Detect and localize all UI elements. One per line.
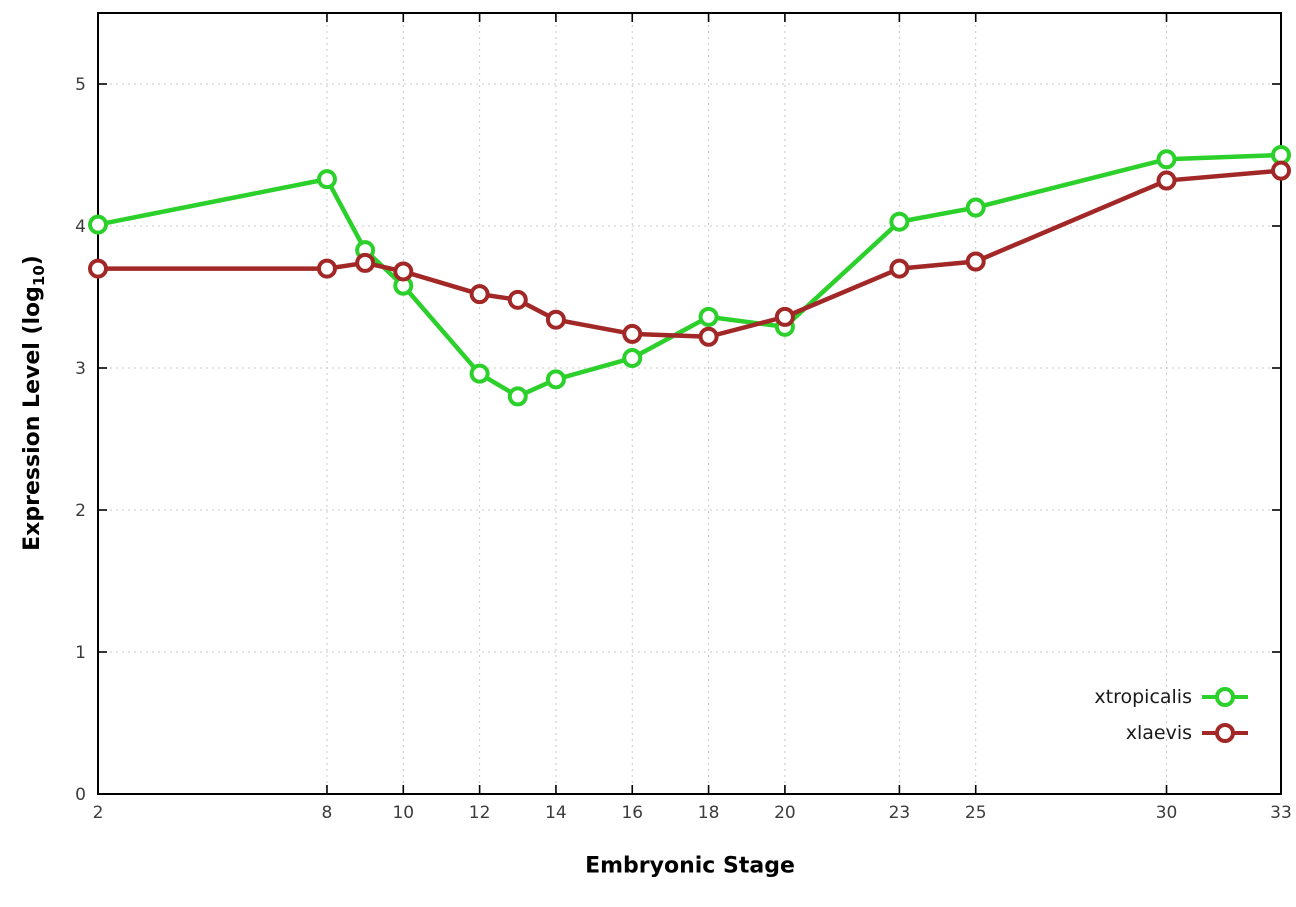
svg-text:0: 0 [75, 785, 86, 805]
svg-text:4: 4 [75, 217, 86, 237]
svg-text:18: 18 [698, 803, 720, 823]
y-axis-label-end: ) [19, 255, 45, 266]
svg-text:30: 30 [1156, 803, 1178, 823]
legend-item-xlaevis: xlaevis [1126, 722, 1248, 744]
svg-text:14: 14 [545, 803, 567, 823]
x-axis-label: Embryonic Stage [585, 853, 795, 879]
legend-label-xlaevis: xlaevis [1125, 722, 1192, 744]
svg-text:16: 16 [621, 803, 643, 823]
legend-label-xtropicalis: xtropicalis [1094, 686, 1192, 708]
y-axis-label: Expression Level (log10) [20, 255, 48, 551]
legend-marker-xtropicalis-icon [1202, 687, 1248, 707]
legend-marker-xlaevis-icon [1202, 723, 1248, 743]
svg-text:23: 23 [889, 803, 911, 823]
svg-text:33: 33 [1270, 803, 1292, 823]
svg-text:1: 1 [75, 643, 86, 663]
svg-text:2: 2 [75, 501, 86, 521]
svg-text:3: 3 [75, 359, 86, 379]
svg-text:25: 25 [965, 803, 987, 823]
svg-text:2: 2 [93, 803, 104, 823]
svg-text:12: 12 [469, 803, 491, 823]
svg-text:10: 10 [392, 803, 414, 823]
y-axis-label-main: Expression Level (log [19, 286, 45, 551]
y-axis-label-subscript: 10 [30, 265, 49, 287]
svg-text:5: 5 [75, 75, 86, 95]
svg-text:8: 8 [322, 803, 333, 823]
legend: xtropicalis xlaevis [1094, 686, 1248, 744]
svg-text:20: 20 [774, 803, 796, 823]
legend-item-xtropicalis: xtropicalis [1094, 686, 1248, 708]
